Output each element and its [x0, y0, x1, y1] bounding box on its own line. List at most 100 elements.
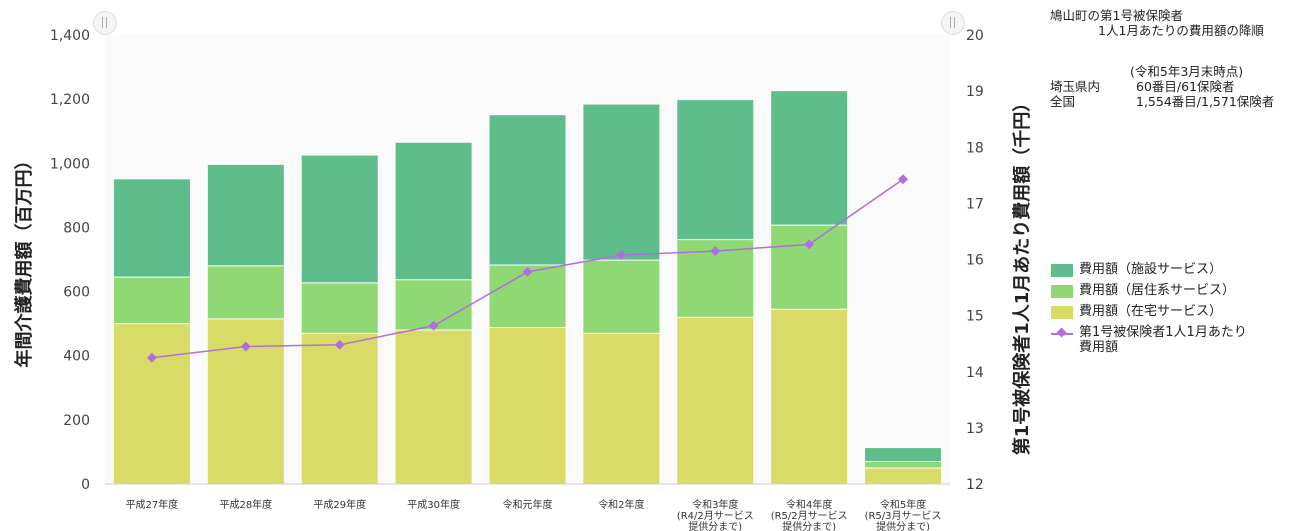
- bar-segment: [583, 333, 660, 484]
- info-title-line1: 鳩山町の第1号被保険者: [1050, 8, 1183, 23]
- y-right-axis-title: 第1号被保険者1人1月あたり費用額（千円）: [1011, 94, 1033, 456]
- bar-segment: [113, 179, 190, 278]
- legend-label: 費用額（在宅サービス）: [1079, 304, 1223, 319]
- left-axis-slider-handle[interactable]: [93, 11, 117, 35]
- y-right-tick-label: 16: [966, 253, 984, 269]
- legend-swatch-home: [1051, 306, 1073, 319]
- y-left-axis-title: 年間介護費用額（百万円）: [13, 152, 35, 368]
- legend-item-residential[interactable]: 費用額（居住系サービス）: [1051, 283, 1311, 298]
- x-tick-label-line: (R4/2月サービス: [677, 510, 754, 522]
- bar-segment: [771, 225, 848, 310]
- y-left-tick-label: 1,000: [50, 156, 90, 172]
- bar-segment: [583, 260, 660, 334]
- bar-segment: [583, 104, 660, 261]
- per-capita-point: [804, 239, 815, 250]
- x-tick-label: 令和4年度(R5/2月サービス提供分まで): [771, 498, 848, 531]
- info-as-of-date: (令和5年3月末時点): [1130, 64, 1244, 79]
- bar-segment: [677, 100, 754, 240]
- bar-segment: [113, 277, 190, 324]
- x-tick-label-line: 平成30年度: [407, 498, 460, 511]
- legend-label: 費用額（居住系サービス）: [1079, 283, 1236, 298]
- y-left-tick-label: 200: [63, 413, 90, 429]
- x-tick-label-line: 提供分まで): [876, 520, 930, 531]
- info-row-prefecture: 埼玉県内 60番目/61保険者: [1050, 79, 1310, 94]
- y-left-tick-label: 1,400: [50, 28, 90, 44]
- x-tick-label-line: 令和5年度: [880, 498, 926, 511]
- bar-segment: [207, 164, 284, 266]
- bar-segment: [207, 265, 284, 319]
- x-tick-label: 令和2年度: [598, 498, 644, 511]
- ranking-info-panel: 鳩山町の第1号被保険者 1人1月あたりの費用額の降順 (令和5年3月末時点) 埼…: [1050, 8, 1310, 109]
- legend-line-marker-icon: [1051, 327, 1073, 340]
- y-right-tick-label: 17: [966, 196, 984, 212]
- y-right-tick-label: 13: [966, 421, 984, 437]
- y-right-tick-label: 14: [966, 365, 984, 381]
- legend-item-per-capita[interactable]: 第1号被保険者1人1月あたり費用額: [1051, 325, 1311, 355]
- per-capita-point: [240, 341, 251, 352]
- info-row-value: 60番目/61保険者: [1136, 79, 1235, 94]
- legend-label: 費用額（施設サービス）: [1079, 262, 1223, 277]
- x-tick-label: 平成29年度: [313, 498, 366, 511]
- x-tick-label-line: (R5/3月サービス: [865, 510, 942, 522]
- per-capita-point: [428, 320, 439, 331]
- bar-segment: [395, 142, 472, 280]
- y-left-tick-label: 400: [63, 349, 90, 365]
- y-right-tick-label: 19: [966, 84, 984, 100]
- x-tick-label-line: 提供分まで): [688, 520, 742, 531]
- legend-label: 第1号被保険者1人1月あたり費用額: [1079, 325, 1247, 355]
- y-left-tick-label: 0: [81, 477, 90, 493]
- x-tick-label-line: 令和4年度: [786, 498, 832, 511]
- y-left-tick-label: 600: [63, 285, 90, 301]
- bar-segment: [301, 282, 378, 334]
- bar-segment: [301, 333, 378, 484]
- bar-segment: [865, 461, 942, 468]
- info-row-key: 埼玉県内: [1050, 79, 1101, 94]
- y-right-tick-label: 12: [966, 477, 984, 493]
- x-tick-label-line: 令和3年度: [692, 498, 738, 511]
- x-tick-label: 令和5年度(R5/3月サービス提供分まで): [865, 498, 942, 531]
- x-tick-label-line: 平成27年度: [126, 498, 179, 511]
- x-tick-label-line: 平成29年度: [313, 498, 366, 511]
- info-row-value: 1,554番目/1,571保険者: [1136, 94, 1275, 109]
- right-axis-slider-handle[interactable]: [941, 11, 965, 35]
- y-left-tick-label: 1,200: [50, 92, 90, 108]
- legend-swatch-residential: [1051, 285, 1073, 298]
- bar-segment: [489, 327, 566, 484]
- per-capita-point: [616, 250, 627, 260]
- bar-segment: [771, 309, 848, 484]
- per-capita-point: [146, 352, 157, 363]
- bar-segment: [395, 330, 472, 484]
- legend-swatch-facility: [1051, 264, 1073, 277]
- info-title-line2: 1人1月あたりの費用額の降順: [1098, 23, 1264, 38]
- x-tick-label: 令和元年度: [503, 498, 553, 511]
- per-capita-point: [898, 174, 909, 185]
- x-tick-label-line: 令和元年度: [503, 498, 553, 511]
- bar-segment: [301, 155, 378, 283]
- x-tick-label-line: 令和2年度: [598, 498, 644, 511]
- per-capita-point: [522, 266, 533, 277]
- y-right-tick-label: 20: [966, 28, 984, 44]
- x-tick-label: 平成28年度: [219, 498, 272, 511]
- y-left-tick-label: 800: [63, 220, 90, 236]
- x-tick-label-line: 平成28年度: [219, 498, 272, 511]
- bar-segment: [489, 115, 566, 265]
- bar-segment: [865, 467, 942, 484]
- y-right-tick-label: 15: [966, 309, 984, 325]
- legend: 費用額（施設サービス） 費用額（居住系サービス） 費用額（在宅サービス） 第1号…: [1051, 262, 1311, 361]
- bar-segment: [771, 91, 848, 226]
- legend-item-facility[interactable]: 費用額（施設サービス）: [1051, 262, 1311, 277]
- x-tick-label: 平成30年度: [407, 498, 460, 511]
- info-row-national: 全国 1,554番目/1,571保険者: [1050, 94, 1310, 109]
- legend-item-home[interactable]: 費用額（在宅サービス）: [1051, 304, 1311, 319]
- bar-segment: [113, 323, 190, 484]
- info-row-key: 全国: [1050, 94, 1076, 109]
- x-tick-label-line: (R5/2月サービス: [771, 510, 848, 522]
- x-tick-label: 令和3年度(R4/2月サービス提供分まで): [677, 498, 754, 531]
- bar-segment: [677, 317, 754, 484]
- per-capita-point: [334, 339, 345, 350]
- x-tick-label: 平成27年度: [126, 498, 179, 511]
- x-tick-label-line: 提供分まで): [782, 520, 836, 531]
- bar-segment: [865, 448, 942, 462]
- per-capita-point: [710, 246, 721, 257]
